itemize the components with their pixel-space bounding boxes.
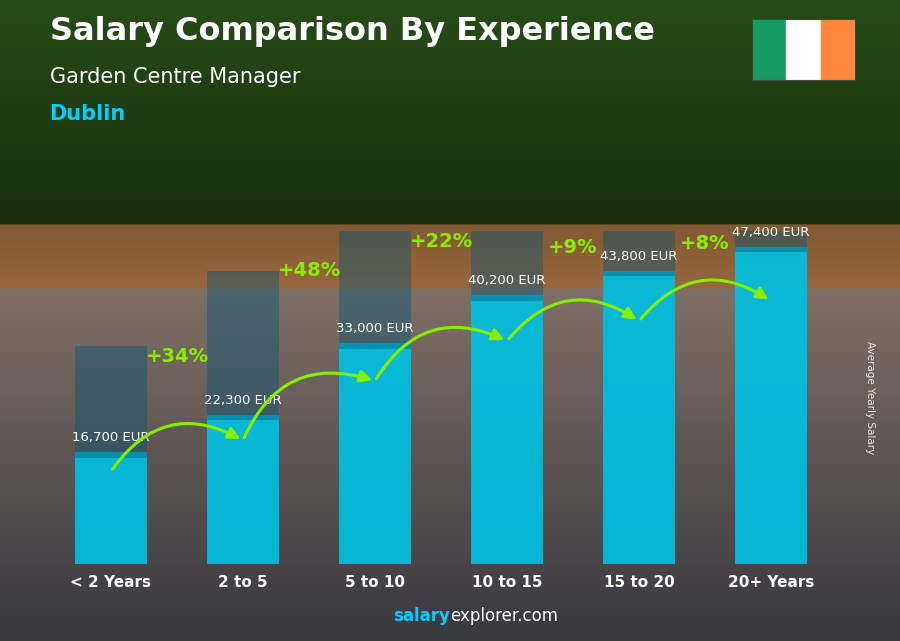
Text: salary: salary: [393, 607, 450, 625]
Text: Salary Comparison By Experience: Salary Comparison By Experience: [50, 16, 654, 47]
Text: explorer.com: explorer.com: [450, 607, 558, 625]
Bar: [75, 346, 148, 458]
Bar: [207, 415, 279, 564]
Text: 40,200 EUR: 40,200 EUR: [468, 274, 545, 287]
Text: Garden Centre Manager: Garden Centre Manager: [50, 67, 300, 87]
Bar: [603, 271, 675, 564]
Text: 47,400 EUR: 47,400 EUR: [733, 226, 810, 238]
Text: Average Yearly Salary: Average Yearly Salary: [865, 341, 875, 454]
Bar: [734, 247, 807, 564]
Text: +34%: +34%: [146, 347, 209, 366]
Text: 33,000 EUR: 33,000 EUR: [337, 322, 414, 335]
Bar: [338, 343, 411, 564]
Bar: [471, 295, 544, 564]
Text: +48%: +48%: [277, 261, 340, 280]
Bar: [821, 19, 855, 80]
Bar: [734, 0, 807, 253]
Text: +8%: +8%: [680, 234, 730, 253]
Bar: [338, 128, 411, 349]
Text: +22%: +22%: [410, 231, 472, 251]
Bar: [471, 31, 544, 301]
Bar: [786, 19, 821, 80]
Text: Dublin: Dublin: [50, 104, 126, 124]
Bar: [207, 271, 279, 420]
Text: +9%: +9%: [548, 238, 598, 257]
Text: 22,300 EUR: 22,300 EUR: [204, 394, 282, 407]
Bar: [752, 19, 786, 80]
Bar: [603, 0, 675, 276]
Text: 43,800 EUR: 43,800 EUR: [600, 250, 678, 263]
Text: 16,700 EUR: 16,700 EUR: [72, 431, 149, 444]
Bar: [75, 453, 148, 564]
